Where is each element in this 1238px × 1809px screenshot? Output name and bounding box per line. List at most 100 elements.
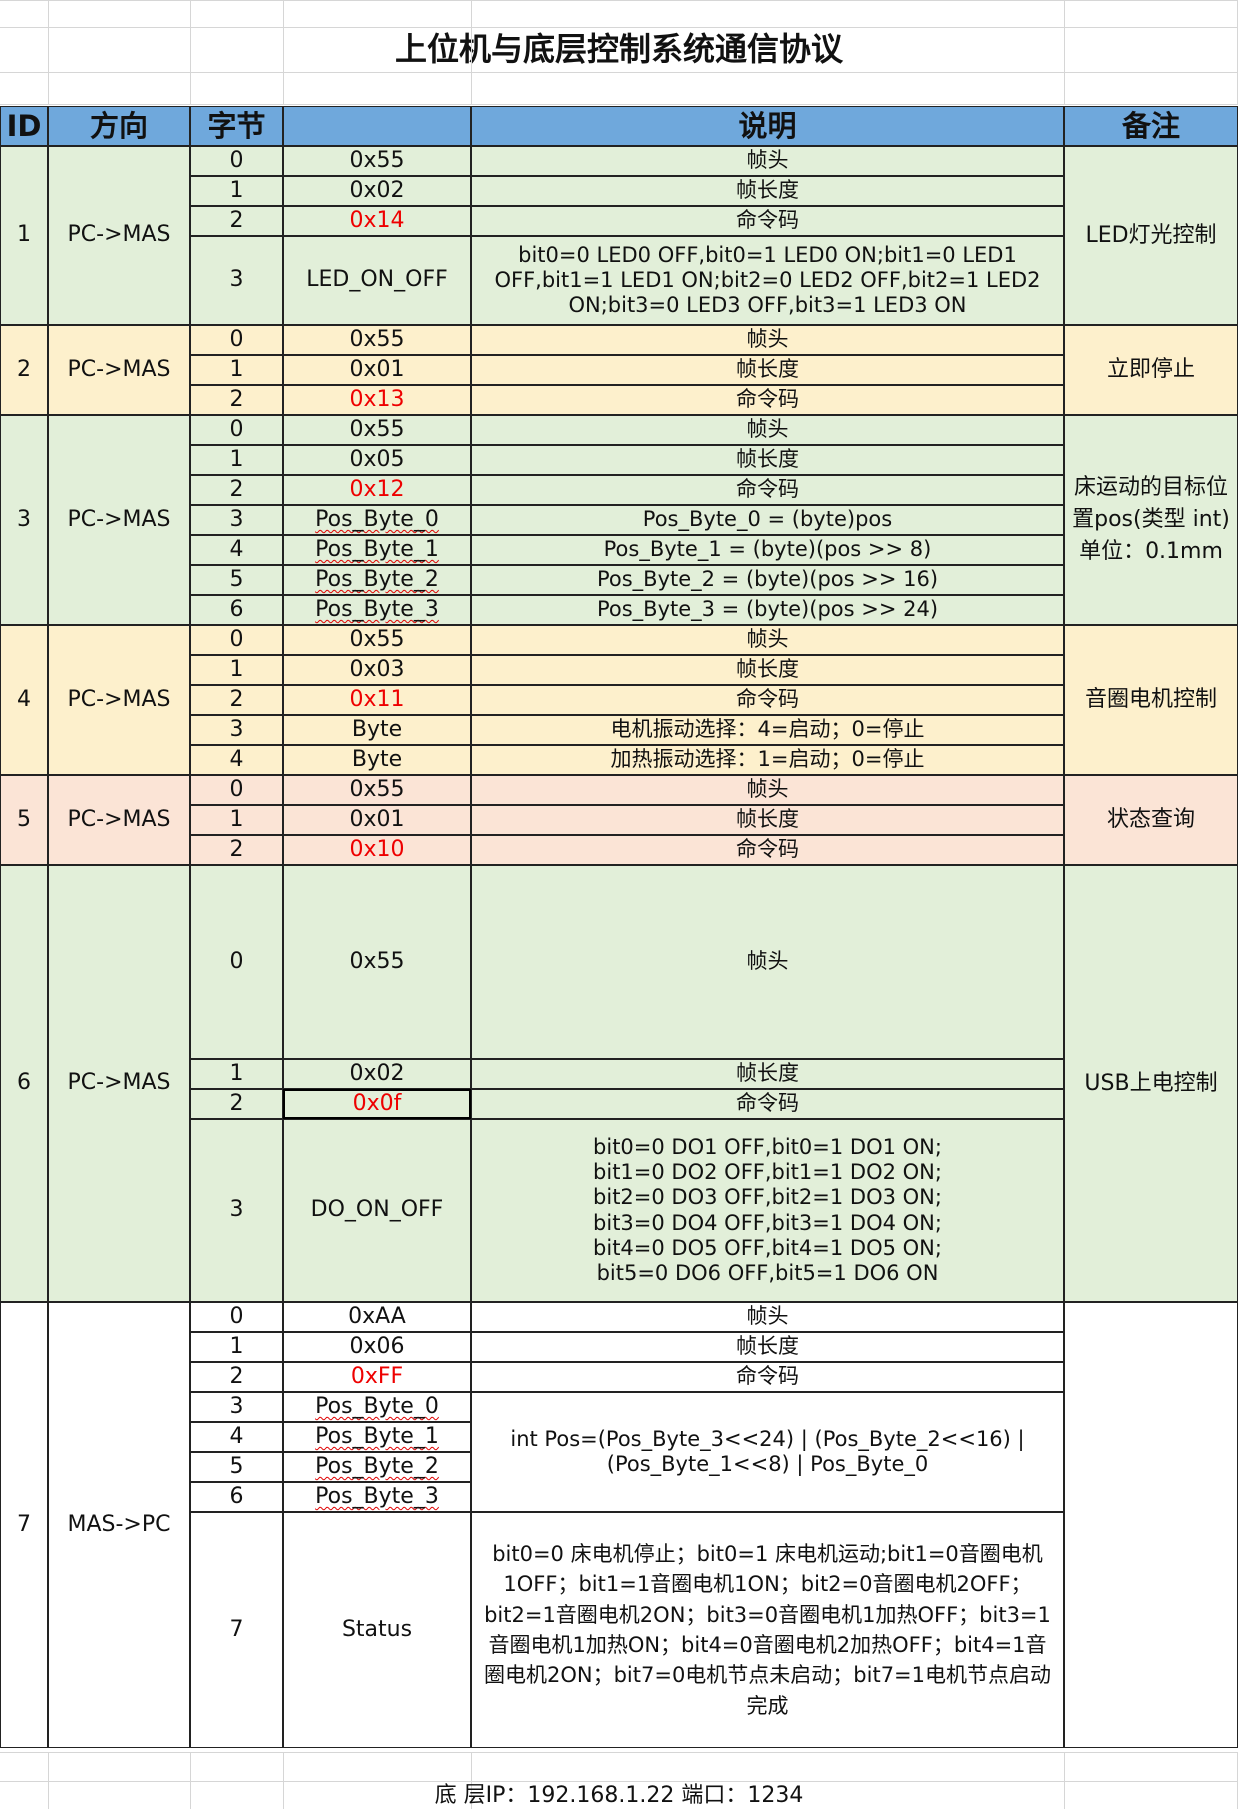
row-description: Pos_Byte_1 = (byte)(pos >> 8) [471, 535, 1064, 565]
section-note: 状态查询 [1064, 775, 1238, 865]
header-direction: 方向 [48, 106, 190, 146]
byte-index: 4 [190, 745, 283, 775]
row-description: 帧长度 [471, 445, 1064, 475]
sheet-gridline [0, 72, 1238, 73]
command-code: 0xFF [283, 1362, 471, 1392]
byte-value: 0x01 [283, 355, 471, 385]
row-description: 帧长度 [471, 1059, 1064, 1089]
byte-index: 7 [190, 1512, 283, 1748]
row-description: 电机振动选择：4=启动；0=停止 [471, 715, 1064, 745]
byte-index: 1 [190, 1332, 283, 1362]
row-description: 帧长度 [471, 176, 1064, 206]
section-direction: PC->MAS [48, 775, 190, 865]
row-description: 帧头 [471, 775, 1064, 805]
byte-index: 1 [190, 655, 283, 685]
sheet-gridline [48, 1752, 49, 1809]
row-description: 命令码 [471, 1362, 1064, 1392]
byte-index: 2 [190, 206, 283, 236]
byte-index: 5 [190, 565, 283, 595]
byte-index: 0 [190, 415, 283, 445]
byte-index: 1 [190, 805, 283, 835]
byte-value: Pos_Byte_1 [283, 1422, 471, 1452]
row-description: 帧头 [471, 146, 1064, 176]
sheet-gridline [190, 1752, 191, 1809]
byte-value: Pos_Byte_3 [283, 1482, 471, 1512]
row-description: 命令码 [471, 835, 1064, 865]
header-value [283, 106, 471, 146]
section-direction: PC->MAS [48, 146, 190, 325]
section-note: 音圈电机控制 [1064, 625, 1238, 775]
header-note: 备注 [1064, 106, 1238, 146]
sheet-gridline [1064, 1752, 1065, 1809]
section-note: 立即停止 [1064, 325, 1238, 415]
byte-index: 3 [190, 1119, 283, 1302]
byte-index: 6 [190, 595, 283, 625]
row-description: Pos_Byte_0 = (byte)pos [471, 505, 1064, 535]
byte-value: 0x55 [283, 865, 471, 1059]
byte-index: 2 [190, 475, 283, 505]
command-code: 0x10 [283, 835, 471, 865]
position-formula: int Pos=(Pos_Byte_3<<24) | (Pos_Byte_2<<… [471, 1392, 1064, 1512]
section-id: 7 [0, 1302, 48, 1748]
byte-index: 0 [190, 775, 283, 805]
sheet-gridline [471, 1752, 472, 1809]
byte-index: 2 [190, 685, 283, 715]
command-code: 0x11 [283, 685, 471, 715]
sheet-gridline [0, 0, 1238, 1]
byte-value: Pos_Byte_0 [283, 505, 471, 535]
byte-value: 0x06 [283, 1332, 471, 1362]
byte-value: 0xAA [283, 1302, 471, 1332]
section-id: 1 [0, 146, 48, 325]
byte-index: 2 [190, 385, 283, 415]
byte-value: 0x05 [283, 445, 471, 475]
byte-index: 3 [190, 715, 283, 745]
section-id: 5 [0, 775, 48, 865]
byte-value: 0x55 [283, 415, 471, 445]
byte-index: 3 [190, 236, 283, 325]
value-text: Pos_Byte_3 [315, 596, 439, 622]
sheet-gridline [0, 1781, 1238, 1782]
byte-value: Pos_Byte_0 [283, 1392, 471, 1422]
byte-index: 3 [190, 1392, 283, 1422]
byte-index: 3 [190, 505, 283, 535]
byte-index: 4 [190, 1422, 283, 1452]
byte-value: LED_ON_OFF [283, 236, 471, 325]
section-direction: PC->MAS [48, 415, 190, 625]
command-code: 0x14 [283, 206, 471, 236]
value-text: Pos_Byte_2 [315, 566, 439, 592]
row-description: 命令码 [471, 475, 1064, 505]
row-description: 帧长度 [471, 805, 1064, 835]
byte-value: 0x55 [283, 146, 471, 176]
byte-index: 2 [190, 1362, 283, 1392]
section-direction: MAS->PC [48, 1302, 190, 1748]
sheet-gridline [471, 0, 472, 104]
header-desc: 说明 [471, 106, 1064, 146]
byte-value: Pos_Byte_1 [283, 535, 471, 565]
value-text: Pos_Byte_2 [315, 1453, 439, 1479]
byte-index: 0 [190, 146, 283, 176]
row-description: 命令码 [471, 685, 1064, 715]
section-direction: PC->MAS [48, 865, 190, 1302]
byte-value: 0x03 [283, 655, 471, 685]
section-id: 4 [0, 625, 48, 775]
byte-value: 0x02 [283, 1059, 471, 1089]
row-description: Pos_Byte_2 = (byte)(pos >> 16) [471, 565, 1064, 595]
sheet-gridline [283, 0, 284, 104]
row-description: 命令码 [471, 1089, 1064, 1119]
value-text: Pos_Byte_0 [315, 506, 439, 532]
row-description: 帧头 [471, 325, 1064, 355]
byte-value: 0x55 [283, 325, 471, 355]
row-description: 帧头 [471, 1302, 1064, 1332]
byte-value: 0x01 [283, 805, 471, 835]
header-id: ID [0, 106, 48, 146]
sheet-gridline [0, 27, 1238, 28]
row-description: 加热振动选择：1=启动；0=停止 [471, 745, 1064, 775]
command-code: 0x12 [283, 475, 471, 505]
byte-index: 2 [190, 835, 283, 865]
row-description: 命令码 [471, 385, 1064, 415]
row-description: 命令码 [471, 206, 1064, 236]
sheet-gridline [0, 104, 1238, 105]
row-description: bit0=0 床电机停止；bit0=1 床电机运动;bit1=0音圈电机1OFF… [471, 1512, 1064, 1748]
byte-value: 0x55 [283, 625, 471, 655]
